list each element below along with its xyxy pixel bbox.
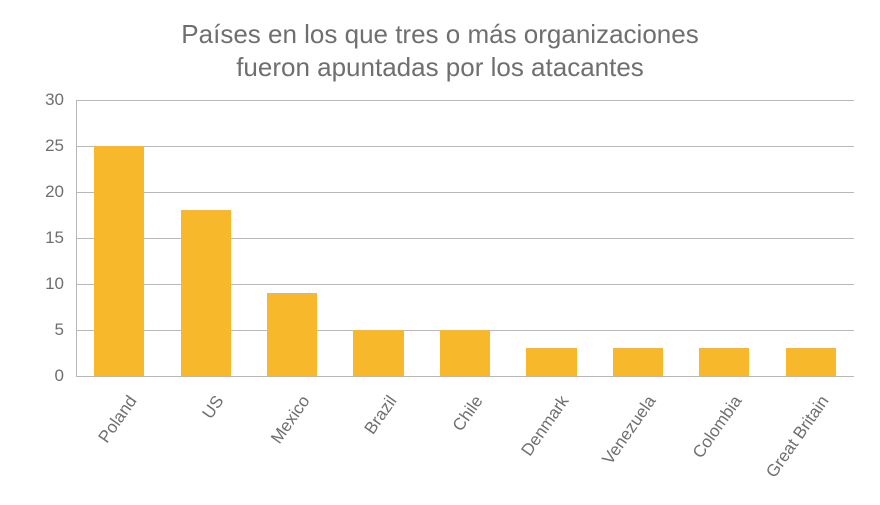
chart-title-line: fueron apuntadas por los atacantes [0, 51, 880, 84]
x-axis-label: Great Britain [762, 392, 833, 482]
gridline [76, 146, 854, 147]
x-axis-label: Mexico [267, 392, 314, 448]
bar [440, 330, 490, 376]
bar [526, 348, 576, 376]
x-axis-label: Venezuela [598, 392, 660, 469]
bar [94, 146, 144, 376]
y-axis-label: 0 [34, 366, 64, 386]
y-axis-label: 15 [34, 228, 64, 248]
y-axis-label: 30 [34, 90, 64, 110]
y-axis [76, 100, 77, 376]
y-axis-label: 5 [34, 320, 64, 340]
y-axis-label: 25 [34, 136, 64, 156]
bar-chart: Países en los que tres o más organizacio… [0, 0, 880, 505]
bar [181, 210, 231, 376]
x-axis-label: US [198, 392, 228, 423]
x-axis-label: Brazil [360, 392, 401, 438]
gridline [76, 192, 854, 193]
chart-title-line: Países en los que tres o más organizacio… [0, 18, 880, 51]
plot-area: 051015202530PolandUSMexicoBrazilChileDen… [76, 100, 854, 376]
y-axis-label: 10 [34, 274, 64, 294]
x-axis-label: Colombia [689, 392, 747, 462]
x-axis-label: Denmark [518, 392, 574, 460]
bar [699, 348, 749, 376]
chart-title: Países en los que tres o más organizacio… [0, 0, 880, 83]
bar [786, 348, 836, 376]
gridline [76, 376, 854, 377]
gridline [76, 100, 854, 101]
x-axis-label: Poland [95, 392, 142, 447]
bar [267, 293, 317, 376]
y-axis-label: 20 [34, 182, 64, 202]
bar [353, 330, 403, 376]
bar [613, 348, 663, 376]
x-axis-label: Chile [449, 392, 488, 435]
